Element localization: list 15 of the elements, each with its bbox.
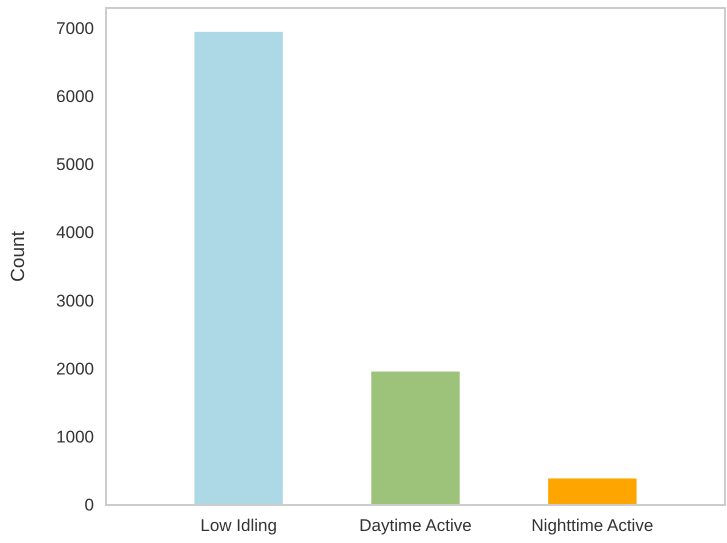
y-axis-title: Count — [8, 230, 29, 282]
y-tick-label: 1000 — [56, 427, 94, 446]
y-tick-label: 3000 — [56, 291, 94, 310]
y-tick-label: 2000 — [56, 359, 94, 378]
y-tick-label: 6000 — [56, 87, 94, 106]
bar — [194, 32, 283, 505]
y-tick-label: 5000 — [56, 155, 94, 174]
y-tick-label: 4000 — [56, 223, 94, 242]
x-tick-label: Nighttime Active — [531, 516, 654, 535]
y-tick-label: 0 — [84, 496, 94, 514]
bar — [371, 372, 460, 505]
bar — [548, 478, 637, 505]
x-tick-label: Daytime Active — [359, 516, 472, 535]
y-tick-label: 7000 — [56, 18, 94, 38]
x-tick-label: Low Idling — [200, 516, 277, 535]
